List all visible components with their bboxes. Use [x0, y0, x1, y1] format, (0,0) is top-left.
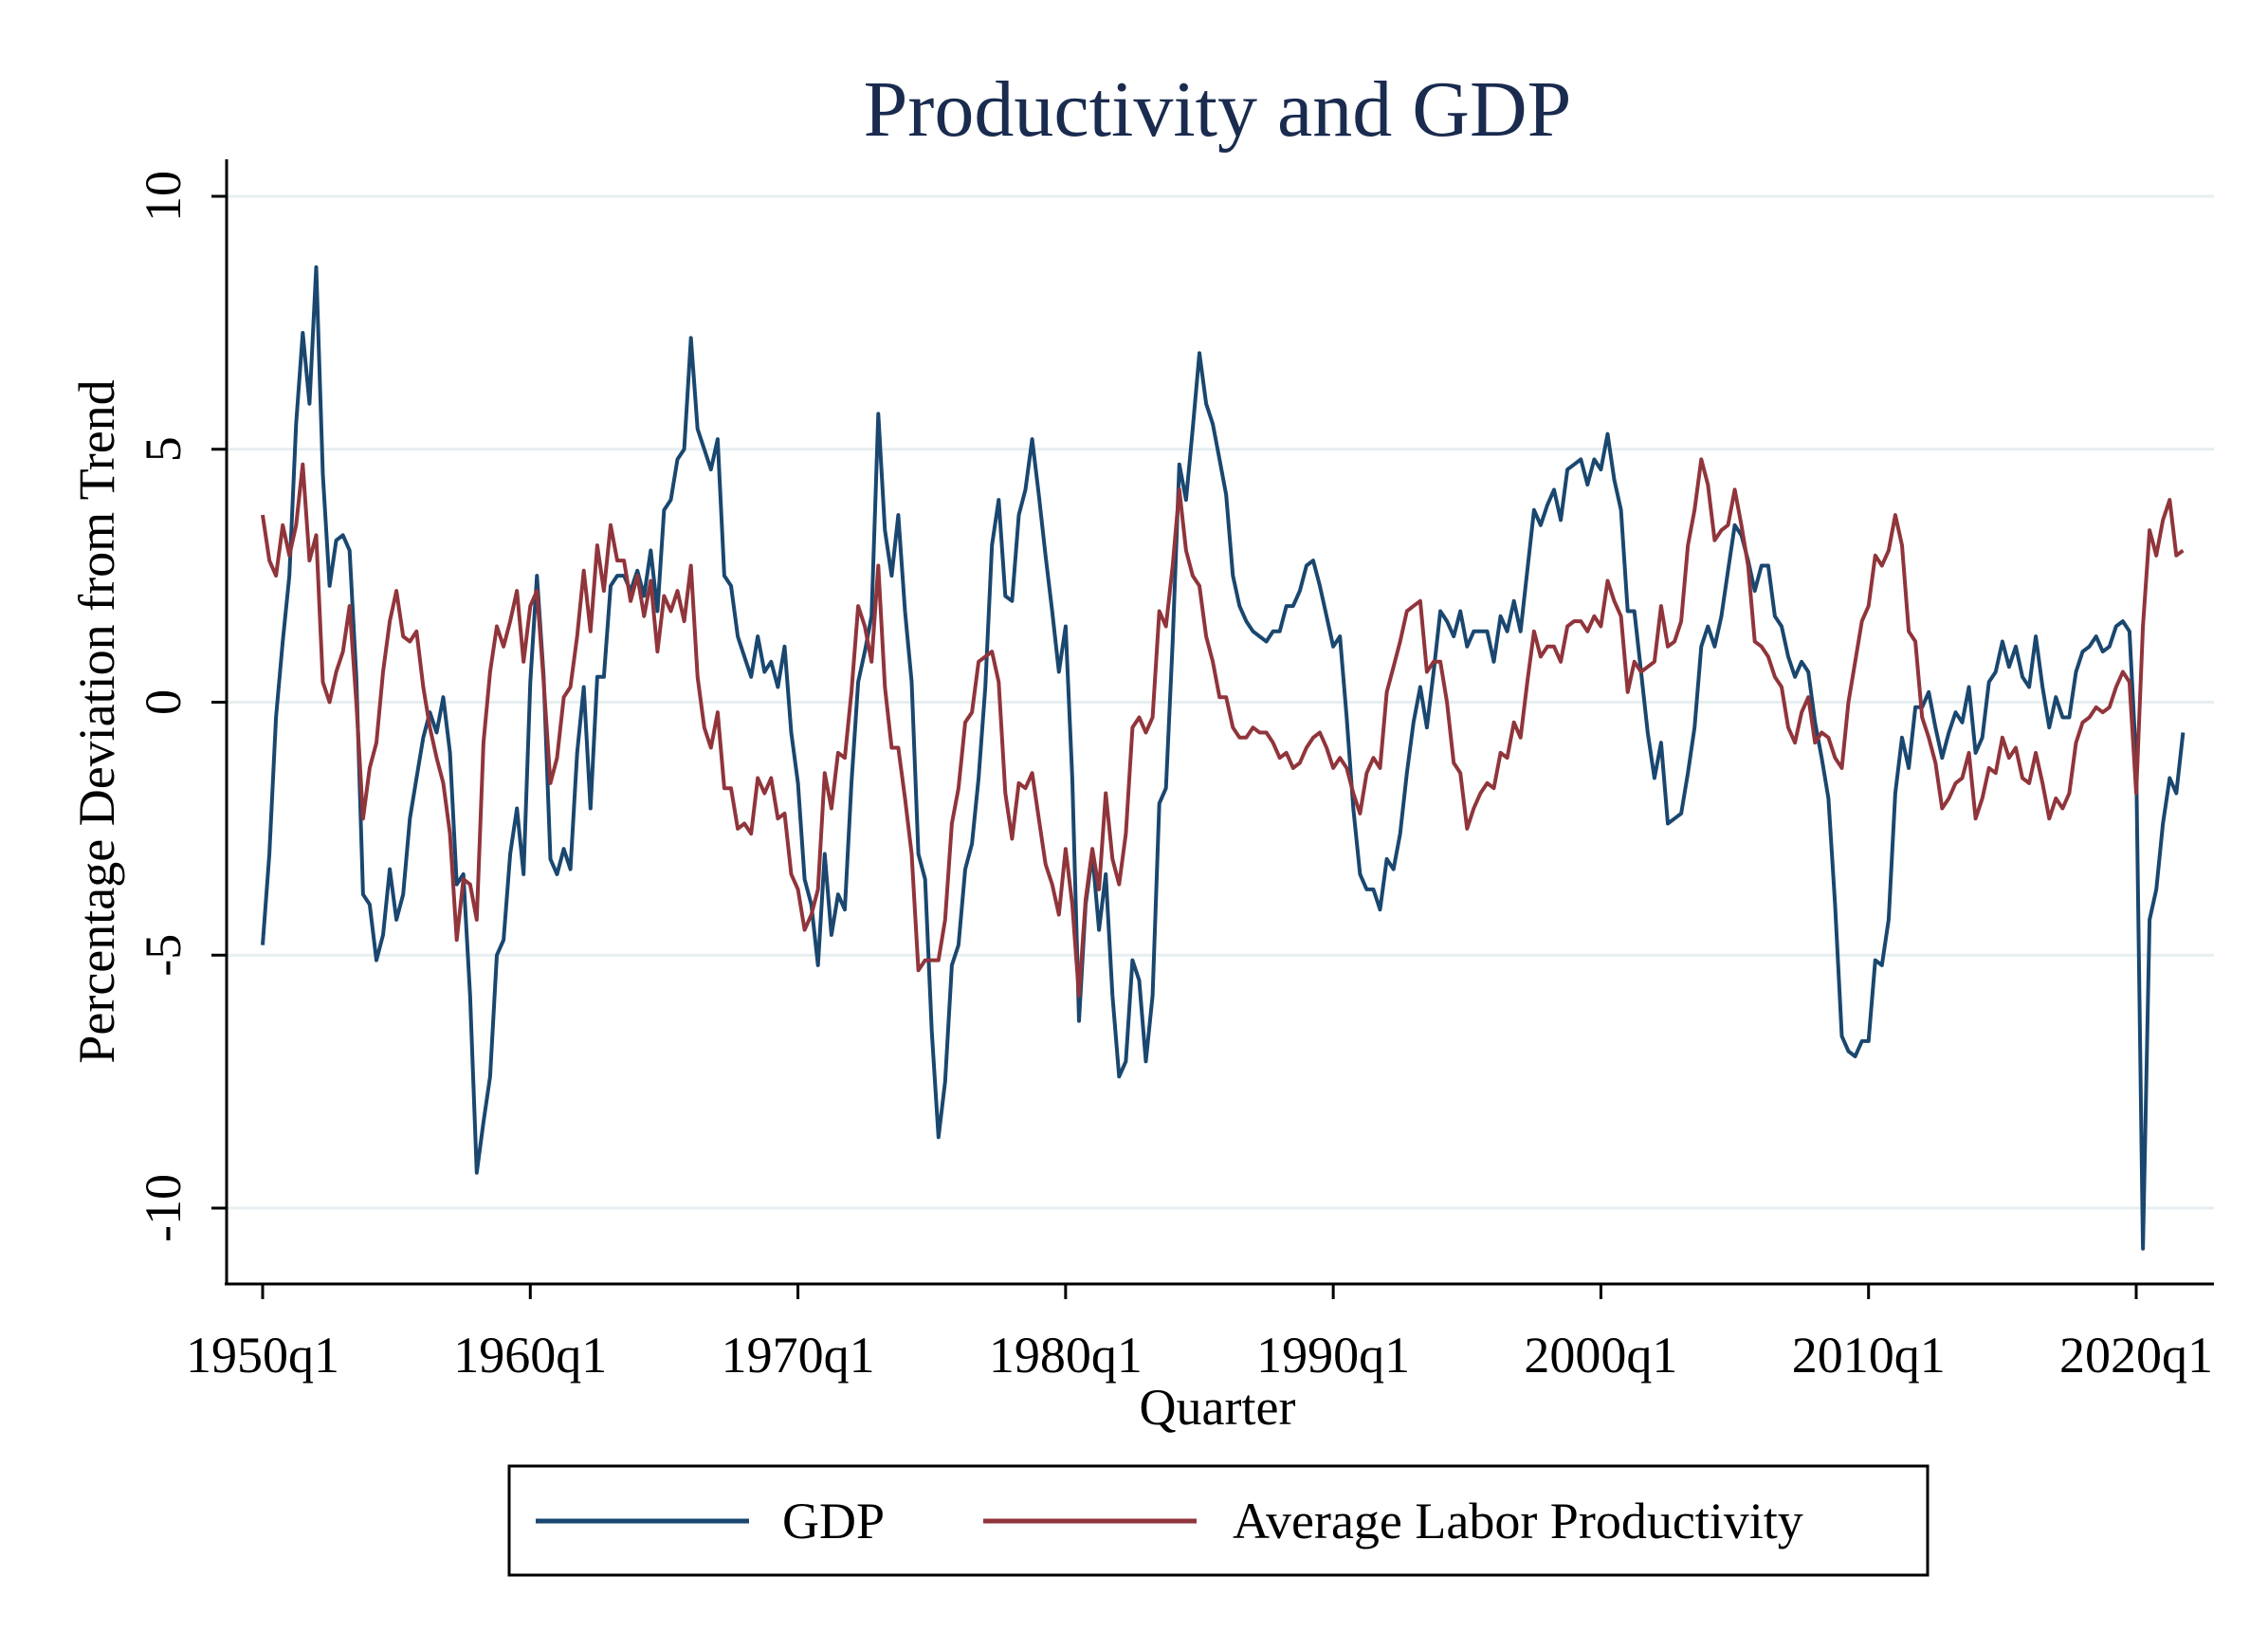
- legend-label-gdp: GDP: [782, 1493, 885, 1549]
- y-tick-label: 10: [135, 171, 192, 222]
- chart-title: Productivity and GDP: [864, 65, 1572, 154]
- x-ticks: 1950q1 1960q1 1970q1 1980q1 1990q1 2000q1 2010…: [186, 1284, 2213, 1384]
- axes: [225, 159, 2214, 1286]
- x-axis-label: Quarter: [1140, 1379, 1296, 1436]
- x-tick-label: 2020q1: [2059, 1327, 2213, 1384]
- y-tick-label: -5: [135, 934, 192, 977]
- x-tick-label: 2010q1: [1792, 1327, 1946, 1384]
- grid-lines: [227, 194, 2214, 1210]
- y-tick-label: -10: [135, 1174, 192, 1242]
- x-tick-label: 1980q1: [989, 1327, 1143, 1384]
- series-lines: [261, 265, 2186, 1251]
- series-line-gdp: [261, 265, 2186, 1251]
- x-tick-label: 1970q1: [722, 1327, 875, 1384]
- series-line-productivity: [261, 457, 2185, 998]
- legend: GDP Average Labor Productivity: [507, 1464, 1930, 1577]
- x-tick-label: 2000q1: [1524, 1327, 1677, 1384]
- y-ticks: 10 5 0 -5 -10: [135, 171, 227, 1242]
- y-axis-label: Percentage Deviation from Trend: [68, 379, 125, 1063]
- legend-label-productivity: Average Labor Productivity: [1233, 1493, 1803, 1549]
- y-tick-label: 0: [135, 689, 192, 715]
- x-tick-label: 1990q1: [1256, 1327, 1410, 1384]
- x-tick-label: 1960q1: [453, 1327, 607, 1384]
- x-tick-label: 1950q1: [186, 1327, 339, 1384]
- y-tick-label: 5: [135, 436, 192, 462]
